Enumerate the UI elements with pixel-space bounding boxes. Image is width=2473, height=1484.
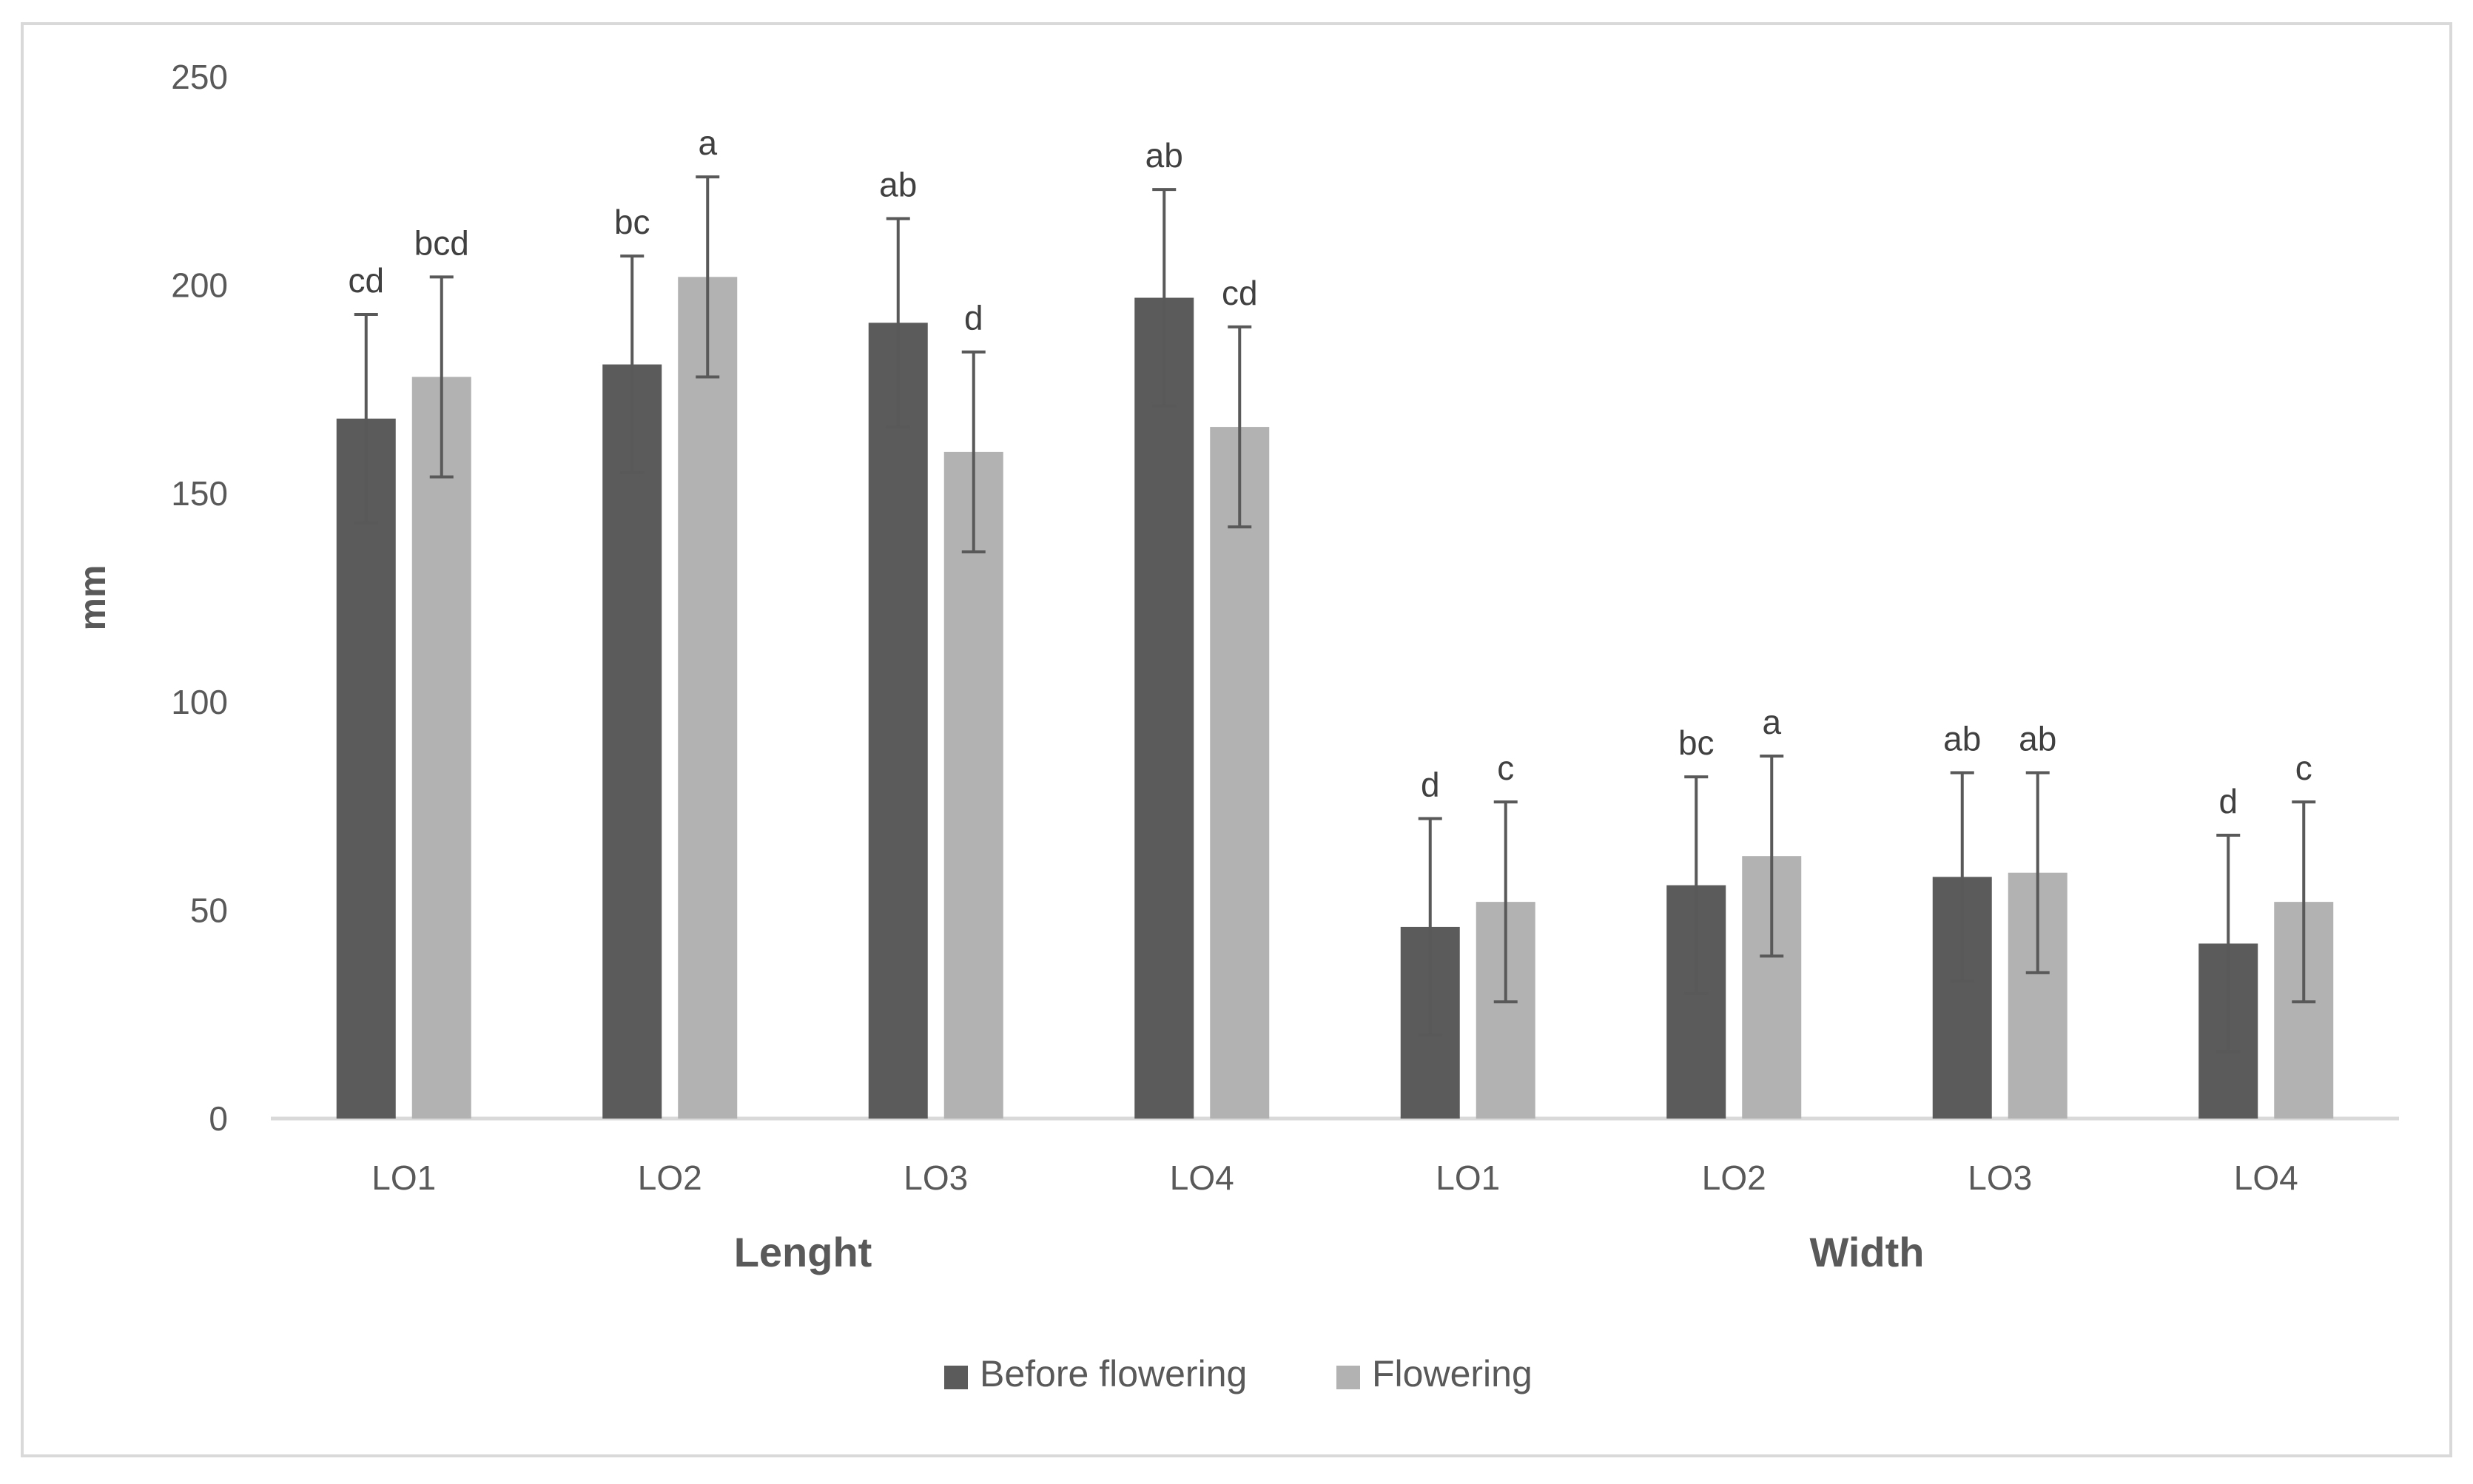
bar [602, 364, 662, 1119]
y-tick-label: 0 [209, 1099, 228, 1138]
x-tick-label: LO3 [1968, 1158, 2032, 1197]
error-bars [354, 175, 2316, 1053]
bar [678, 277, 738, 1119]
significance-label: d [964, 299, 983, 337]
legend-swatch [944, 1366, 968, 1389]
y-tick-label: 150 [171, 474, 228, 513]
x-tick-label: LO2 [1702, 1158, 1766, 1197]
significance-label: a [1762, 703, 1781, 741]
legend-swatch [1336, 1366, 1360, 1389]
group-label: Lenght [734, 1229, 872, 1275]
x-tick-label: LO4 [1170, 1158, 1234, 1197]
y-axis-label: mm [72, 565, 113, 631]
y-tick-label: 250 [171, 58, 228, 96]
significance-label: ab [1145, 136, 1183, 175]
significance-label: bc [614, 203, 650, 241]
bar [868, 323, 928, 1119]
significance-label: c [2295, 749, 2312, 787]
significance-label: cd [1222, 274, 1258, 312]
significance-label: ab [879, 165, 917, 203]
bar [336, 418, 396, 1119]
legend-label: Before flowering [980, 1353, 1247, 1394]
group-label: Width [1810, 1229, 1925, 1275]
bars [336, 277, 2334, 1119]
y-tick-label: 50 [190, 891, 228, 929]
x-tick-label: LO2 [638, 1158, 702, 1197]
bar [1210, 427, 1270, 1119]
significance-label: c [1497, 749, 1514, 787]
bar [1134, 297, 1194, 1119]
significance-label: d [1421, 765, 1440, 803]
legend: Before flowering Flowering [944, 1353, 1532, 1394]
x-tick-label: LO1 [1436, 1158, 1500, 1197]
x-tick-label: LO3 [904, 1158, 968, 1197]
significance-label: cd [348, 261, 384, 300]
significance-label: bc [1678, 724, 1715, 762]
significance-label: ab [2019, 720, 2056, 758]
significance-label: d [2218, 782, 2238, 820]
x-tick-label: LO4 [2234, 1158, 2298, 1197]
significance-label: bcd [414, 223, 469, 262]
bar [411, 377, 471, 1119]
y-tick-label: 200 [171, 266, 228, 305]
y-tick-label: 100 [171, 683, 228, 721]
legend-label: Flowering [1372, 1353, 1532, 1394]
x-tick-label: LO1 [371, 1158, 436, 1197]
bar [943, 451, 1003, 1119]
significance-label: ab [1943, 720, 1981, 758]
significance-label: a [698, 124, 717, 162]
